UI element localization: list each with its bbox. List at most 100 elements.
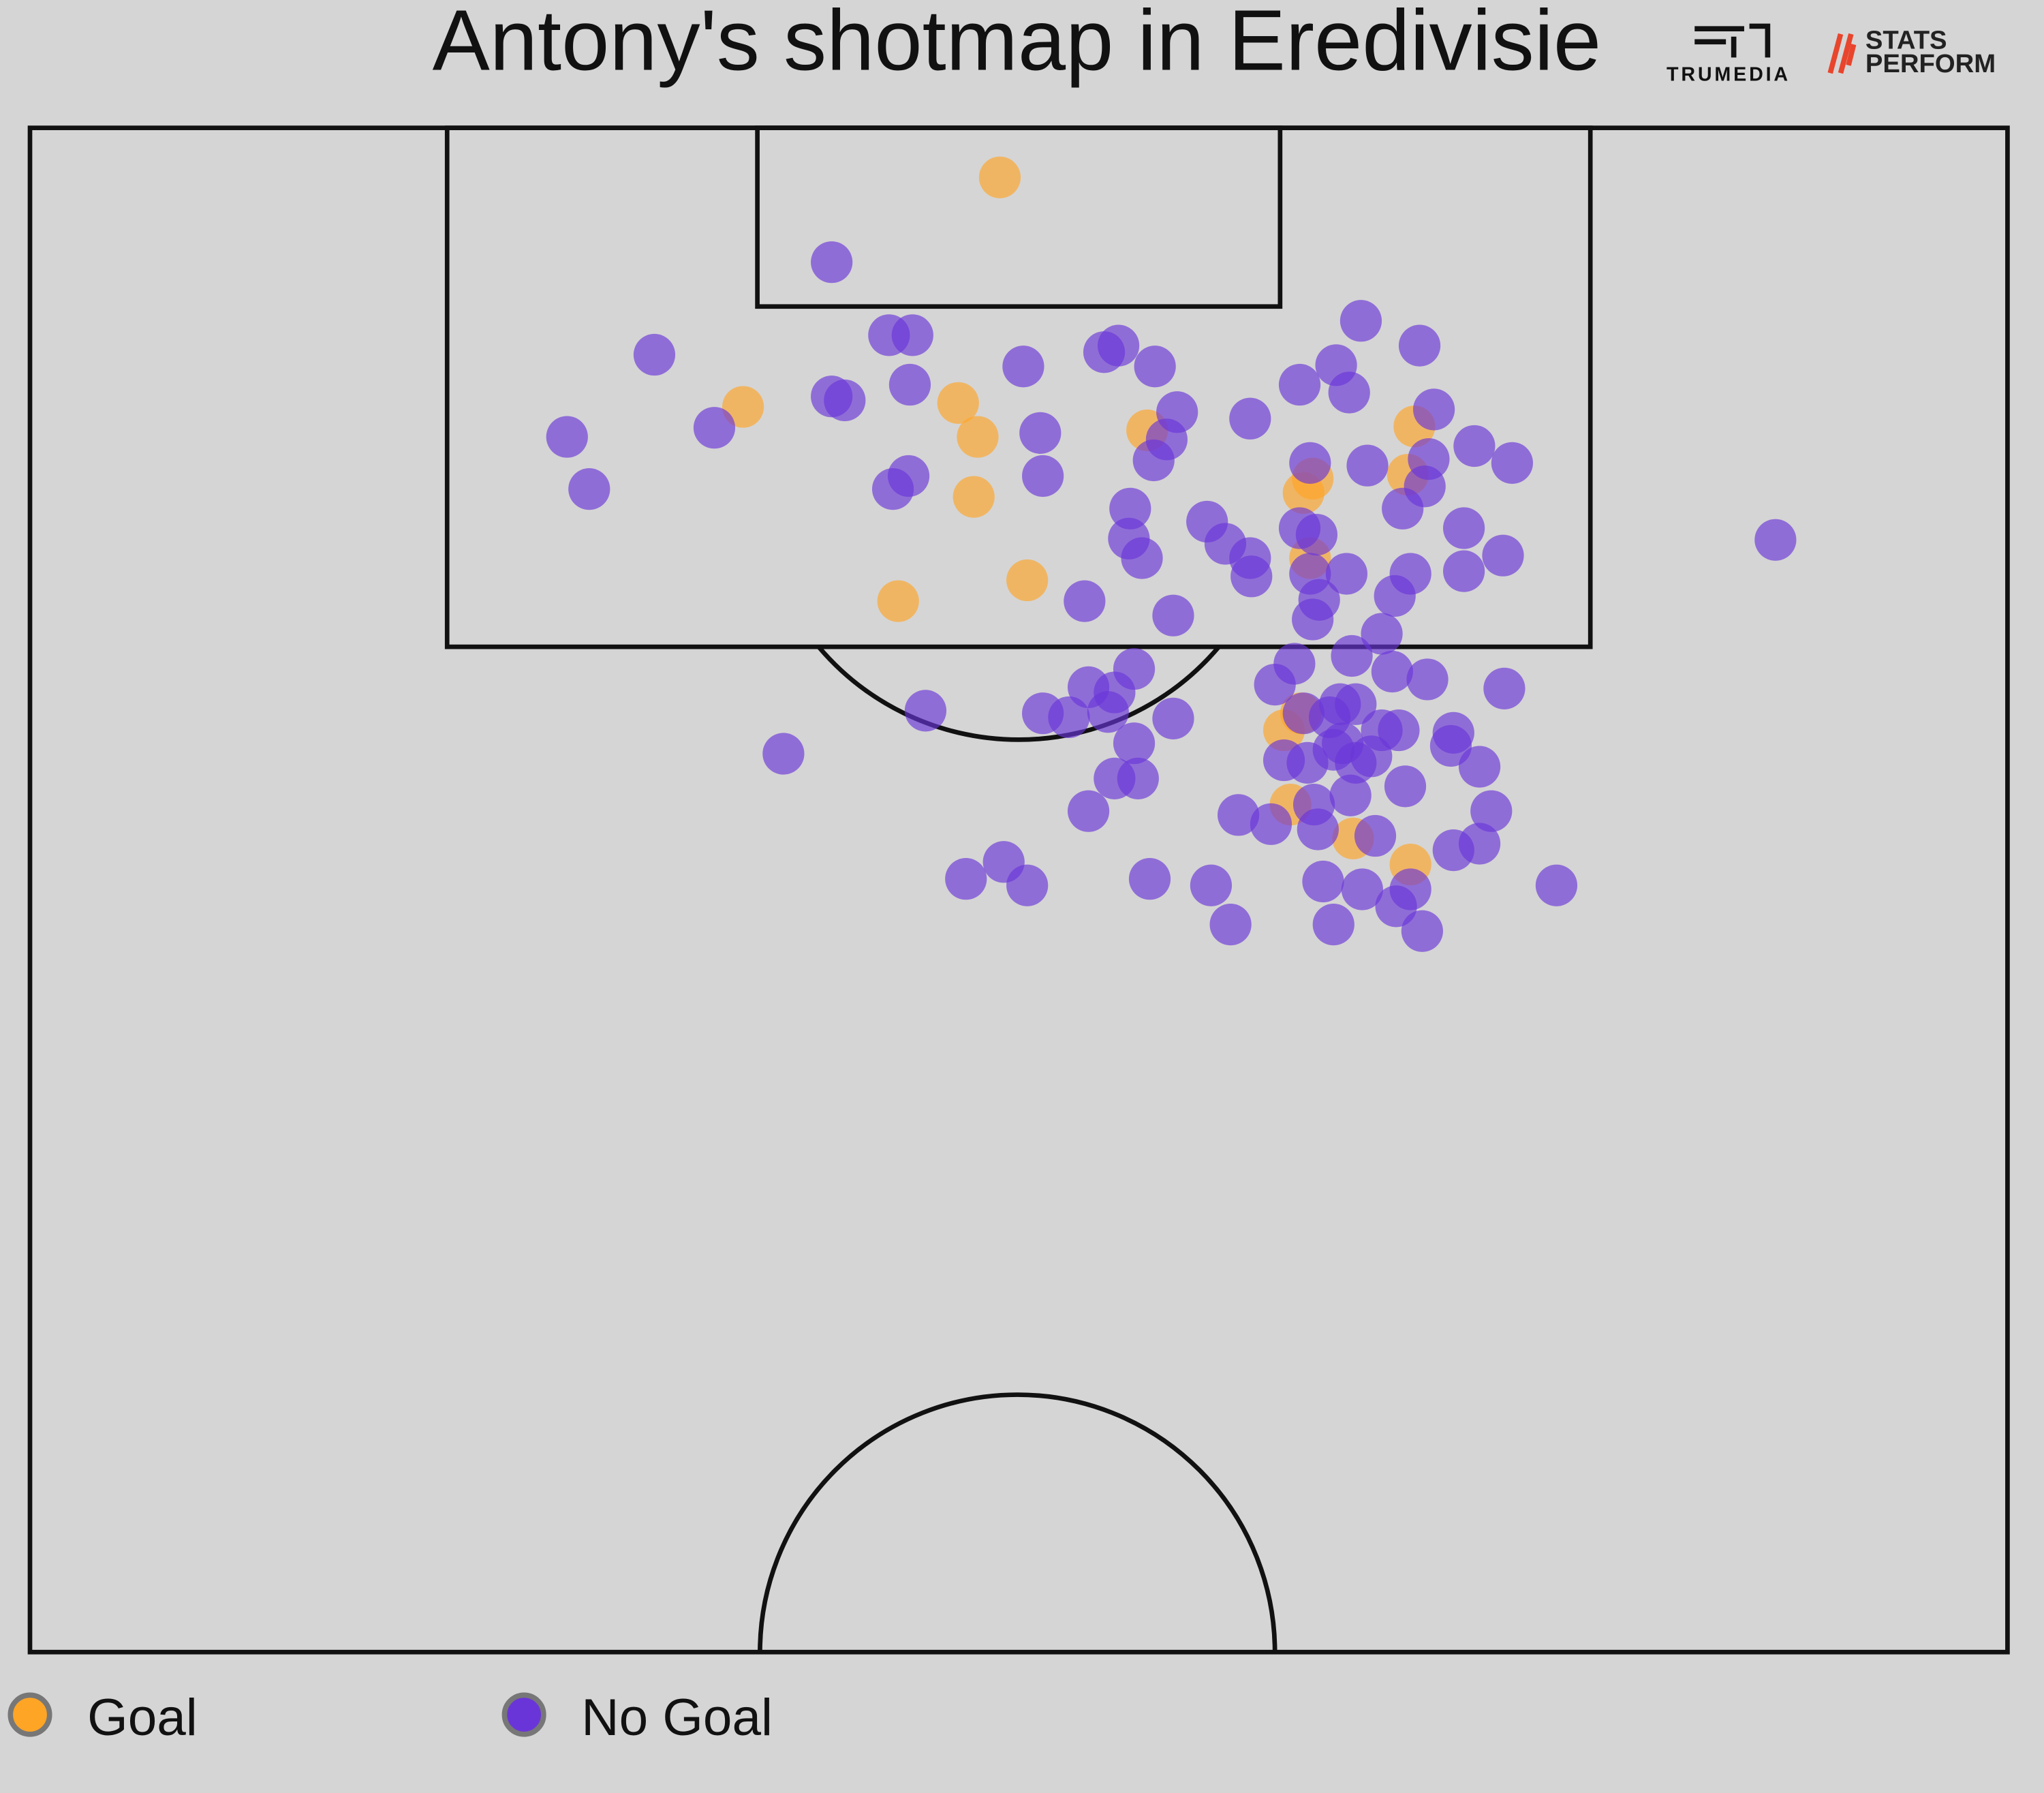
shot [1406, 658, 1449, 701]
chart-title: Antony's shotmap in Eredivisie [433, 0, 1601, 88]
shot [891, 314, 933, 356]
shot [945, 858, 987, 900]
shot [1401, 910, 1443, 952]
shot [1117, 757, 1159, 799]
shot [1535, 864, 1578, 906]
shot [1491, 442, 1533, 484]
shot [978, 156, 1021, 198]
pitch [27, 125, 2010, 1655]
shot [1067, 790, 1110, 832]
shot [824, 379, 866, 422]
shot [1375, 885, 1417, 928]
shot [888, 363, 931, 406]
shot [1019, 412, 1062, 454]
shot [1429, 724, 1472, 767]
shot [1442, 550, 1485, 592]
shot [1754, 519, 1797, 561]
shot [1361, 613, 1403, 655]
shot [904, 690, 947, 732]
shot [1217, 794, 1260, 836]
shot [1470, 790, 1513, 832]
shot [1382, 487, 1424, 530]
shot [1329, 774, 1372, 816]
shot [693, 407, 736, 449]
shot [1087, 691, 1129, 733]
shot [887, 455, 930, 497]
shot [546, 416, 588, 458]
shot [937, 382, 979, 424]
shot [1278, 507, 1321, 549]
shot [1097, 324, 1140, 367]
shot [1273, 643, 1316, 685]
shot [1128, 858, 1171, 900]
shot [1121, 537, 1163, 579]
shot [1006, 559, 1049, 602]
shot [1458, 746, 1501, 788]
shot [1328, 371, 1370, 414]
shot [1354, 814, 1397, 857]
shot [1346, 444, 1389, 487]
six-yard-box [755, 125, 1283, 309]
shot [1289, 442, 1331, 484]
shot [1134, 346, 1176, 388]
shot [1442, 507, 1485, 549]
shot [1278, 363, 1321, 406]
shot [1412, 388, 1455, 431]
legend-label: Goal [87, 1689, 198, 1747]
shots [546, 156, 1797, 952]
shot [1209, 904, 1252, 946]
shot [1292, 598, 1334, 641]
shot [1064, 580, 1106, 622]
legend: Goal No Goal [7, 1689, 773, 1747]
shot [1006, 864, 1049, 906]
shot [1322, 722, 1364, 765]
logo-mark [1694, 23, 1771, 58]
shot [1022, 692, 1064, 735]
shot [1302, 860, 1344, 903]
shot [1482, 534, 1524, 577]
shot [1432, 829, 1474, 872]
shot [1250, 803, 1292, 845]
legend-label: No Goal [581, 1689, 773, 1747]
shot [1132, 439, 1175, 482]
shot [1374, 574, 1416, 617]
shot [1341, 868, 1383, 910]
shot [1229, 397, 1271, 440]
shot [1312, 904, 1354, 946]
shot [1331, 634, 1373, 677]
logo-text: PERFORM [1865, 49, 1996, 78]
statsperform-logo: STATS PERFORM [1827, 25, 1996, 78]
shot [1022, 455, 1064, 497]
shot [1325, 553, 1368, 595]
shot [568, 468, 610, 510]
shot [1483, 667, 1526, 709]
logo-mark [1827, 33, 1857, 74]
shot [762, 733, 805, 775]
shot [877, 580, 919, 622]
shot [1384, 765, 1427, 808]
trumedia-logo: TRUMEDIA [1667, 23, 1791, 86]
shot [1002, 346, 1044, 388]
shot [957, 416, 999, 458]
shot [1453, 425, 1496, 468]
shot [1297, 808, 1339, 850]
shot [1371, 650, 1413, 693]
shot [722, 386, 764, 428]
shot [1109, 487, 1151, 530]
shot [1113, 722, 1156, 765]
shot [633, 333, 676, 376]
shot [1398, 324, 1441, 367]
shot [1230, 555, 1273, 598]
legend-marker [501, 1692, 546, 1737]
penalty-arc [816, 645, 1221, 742]
logo-text: STATS [1865, 25, 1947, 55]
shot [1378, 709, 1420, 752]
shot [953, 476, 995, 518]
center-circle [758, 1392, 1278, 1653]
shot [1335, 683, 1377, 725]
shot [1340, 300, 1382, 342]
legend-marker [7, 1692, 52, 1737]
logo-text: TRUMEDIA [1667, 64, 1791, 86]
shot [1152, 697, 1194, 739]
